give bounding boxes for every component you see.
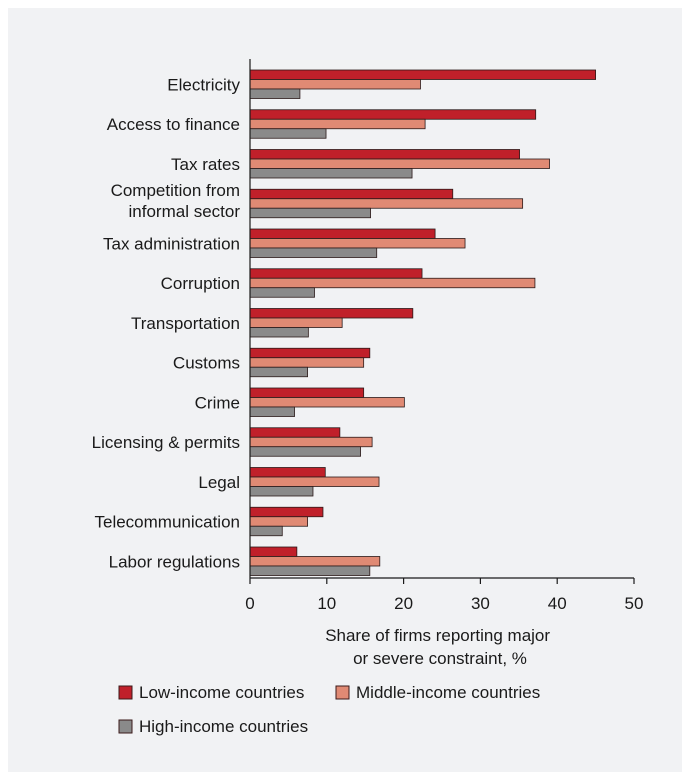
bar-electricity-low-income-countries [249, 69, 597, 80]
category-label-tax-administration: Tax administration [103, 234, 240, 253]
category-label-legal: Legal [198, 473, 240, 492]
bar-tax-administration-high-income-countries [249, 247, 378, 258]
category-label-line: Crime [195, 393, 240, 412]
legend-label-low-income: Low-income countries [139, 683, 304, 702]
x-axis-title: Share of firms reporting major or severe… [325, 626, 555, 668]
bar-tax-rates-high-income-countries [249, 168, 413, 179]
legend-item-middle-income: Middle-income countries [335, 683, 540, 702]
category-label-line: informal sector [129, 202, 241, 221]
legend-swatch-low-income [118, 685, 133, 700]
category-label-transportation: Transportation [131, 314, 240, 333]
bar-competition-from-informal-sector-middle-income-countries [249, 198, 524, 209]
x-tick-label-0: 0 [245, 594, 254, 613]
legend-label-high-income: High-income countries [139, 717, 308, 736]
x-tick-label-20: 20 [394, 594, 413, 613]
bar-crime-low-income-countries [249, 387, 365, 398]
bar-telecommunication-high-income-countries [249, 525, 283, 537]
bar-tax-rates-middle-income-countries [249, 158, 550, 169]
bar-telecommunication-middle-income-countries [249, 516, 308, 527]
category-label-telecommunication: Telecommunication [94, 513, 240, 532]
bar-competition-from-informal-sector-low-income-countries [249, 188, 454, 200]
bar-tax-rates-low-income-countries [249, 149, 520, 160]
bar-transportation-high-income-countries [249, 327, 309, 338]
category-label-line: Licensing & permits [92, 433, 240, 452]
category-label-line: Customs [173, 354, 240, 373]
category-label-line: Labor regulations [109, 552, 240, 571]
bar-access-to-finance-low-income-countries [249, 109, 537, 120]
x-tick-label-10: 10 [317, 594, 336, 613]
bar-electricity-middle-income-countries [249, 79, 421, 90]
bar-electricity-high-income-countries [249, 88, 301, 99]
category-label-line: Tax rates [171, 155, 240, 174]
bar-labor-regulations-low-income-countries [249, 546, 298, 557]
category-label-line: Access to finance [107, 115, 240, 134]
category-label-line: Legal [198, 473, 240, 492]
bar-tax-administration-low-income-countries [249, 228, 436, 239]
bar-customs-high-income-countries [249, 366, 308, 378]
bar-legal-low-income-countries [249, 467, 326, 478]
x-axis-title-line-2: or severe constraint, % [353, 649, 527, 668]
x-axis-ticks: 0 10 20 30 40 50 [245, 578, 643, 613]
category-label-corruption: Corruption [161, 274, 240, 293]
legend-swatch-middle-income [335, 685, 350, 700]
bar-customs-middle-income-countries [249, 357, 365, 368]
legend-label-middle-income: Middle-income countries [356, 683, 540, 702]
bar-group [249, 69, 597, 576]
bar-access-to-finance-high-income-countries [249, 128, 327, 139]
bar-corruption-high-income-countries [249, 287, 315, 298]
legend: Low-income countries Middle-income count… [118, 683, 540, 736]
bar-labor-regulations-middle-income-countries [249, 556, 381, 567]
bar-crime-middle-income-countries [249, 397, 405, 408]
bar-corruption-low-income-countries [249, 268, 423, 279]
bar-telecommunication-low-income-countries [249, 506, 324, 518]
category-label-line: Transportation [131, 314, 240, 333]
category-label-line: Corruption [161, 274, 240, 293]
x-axis-title-line-1: Share of firms reporting major [325, 626, 550, 645]
category-label-access-to-finance: Access to finance [107, 115, 240, 134]
bar-labor-regulations-high-income-countries [249, 565, 371, 576]
bar-access-to-finance-middle-income-countries [249, 118, 426, 130]
category-label-line: Tax administration [103, 234, 240, 253]
category-label-crime: Crime [195, 393, 240, 412]
bar-licensing-and-permits-middle-income-countries [249, 436, 373, 448]
bar-transportation-low-income-countries [249, 308, 414, 319]
bar-crime-high-income-countries [249, 406, 295, 417]
category-labels: Electricity Access to finance Tax rates Com… [92, 75, 241, 571]
category-label-labor-regulations: Labor regulations [109, 552, 240, 571]
category-label-licensing-and-permits: Licensing & permits [92, 433, 240, 452]
category-label-line: Competition from [111, 181, 240, 200]
category-label-competition-from-informal-sector: Competition from informal sector [111, 181, 241, 221]
bar-legal-high-income-countries [249, 486, 314, 497]
bar-customs-low-income-countries [249, 347, 371, 359]
category-label-tax-rates: Tax rates [171, 155, 240, 174]
legend-item-low-income: Low-income countries [118, 683, 304, 702]
bar-tax-administration-middle-income-countries [249, 238, 466, 249]
bar-legal-middle-income-countries [249, 476, 380, 487]
bar-competition-from-informal-sector-high-income-countries [249, 207, 371, 219]
x-tick-label-40: 40 [548, 594, 567, 613]
legend-swatch-high-income [118, 719, 133, 734]
legend-item-high-income: High-income countries [118, 717, 308, 736]
x-tick-label-50: 50 [625, 594, 644, 613]
category-label-customs: Customs [173, 354, 240, 373]
bar-licensing-and-permits-low-income-countries [249, 427, 341, 438]
category-label-electricity: Electricity [167, 75, 240, 94]
category-label-line: Telecommunication [94, 513, 240, 532]
bar-licensing-and-permits-high-income-countries [249, 446, 361, 457]
bar-transportation-middle-income-countries [249, 317, 343, 328]
x-tick-label-30: 30 [471, 594, 490, 613]
category-label-line: Electricity [167, 75, 240, 94]
bar-corruption-middle-income-countries [249, 277, 536, 289]
